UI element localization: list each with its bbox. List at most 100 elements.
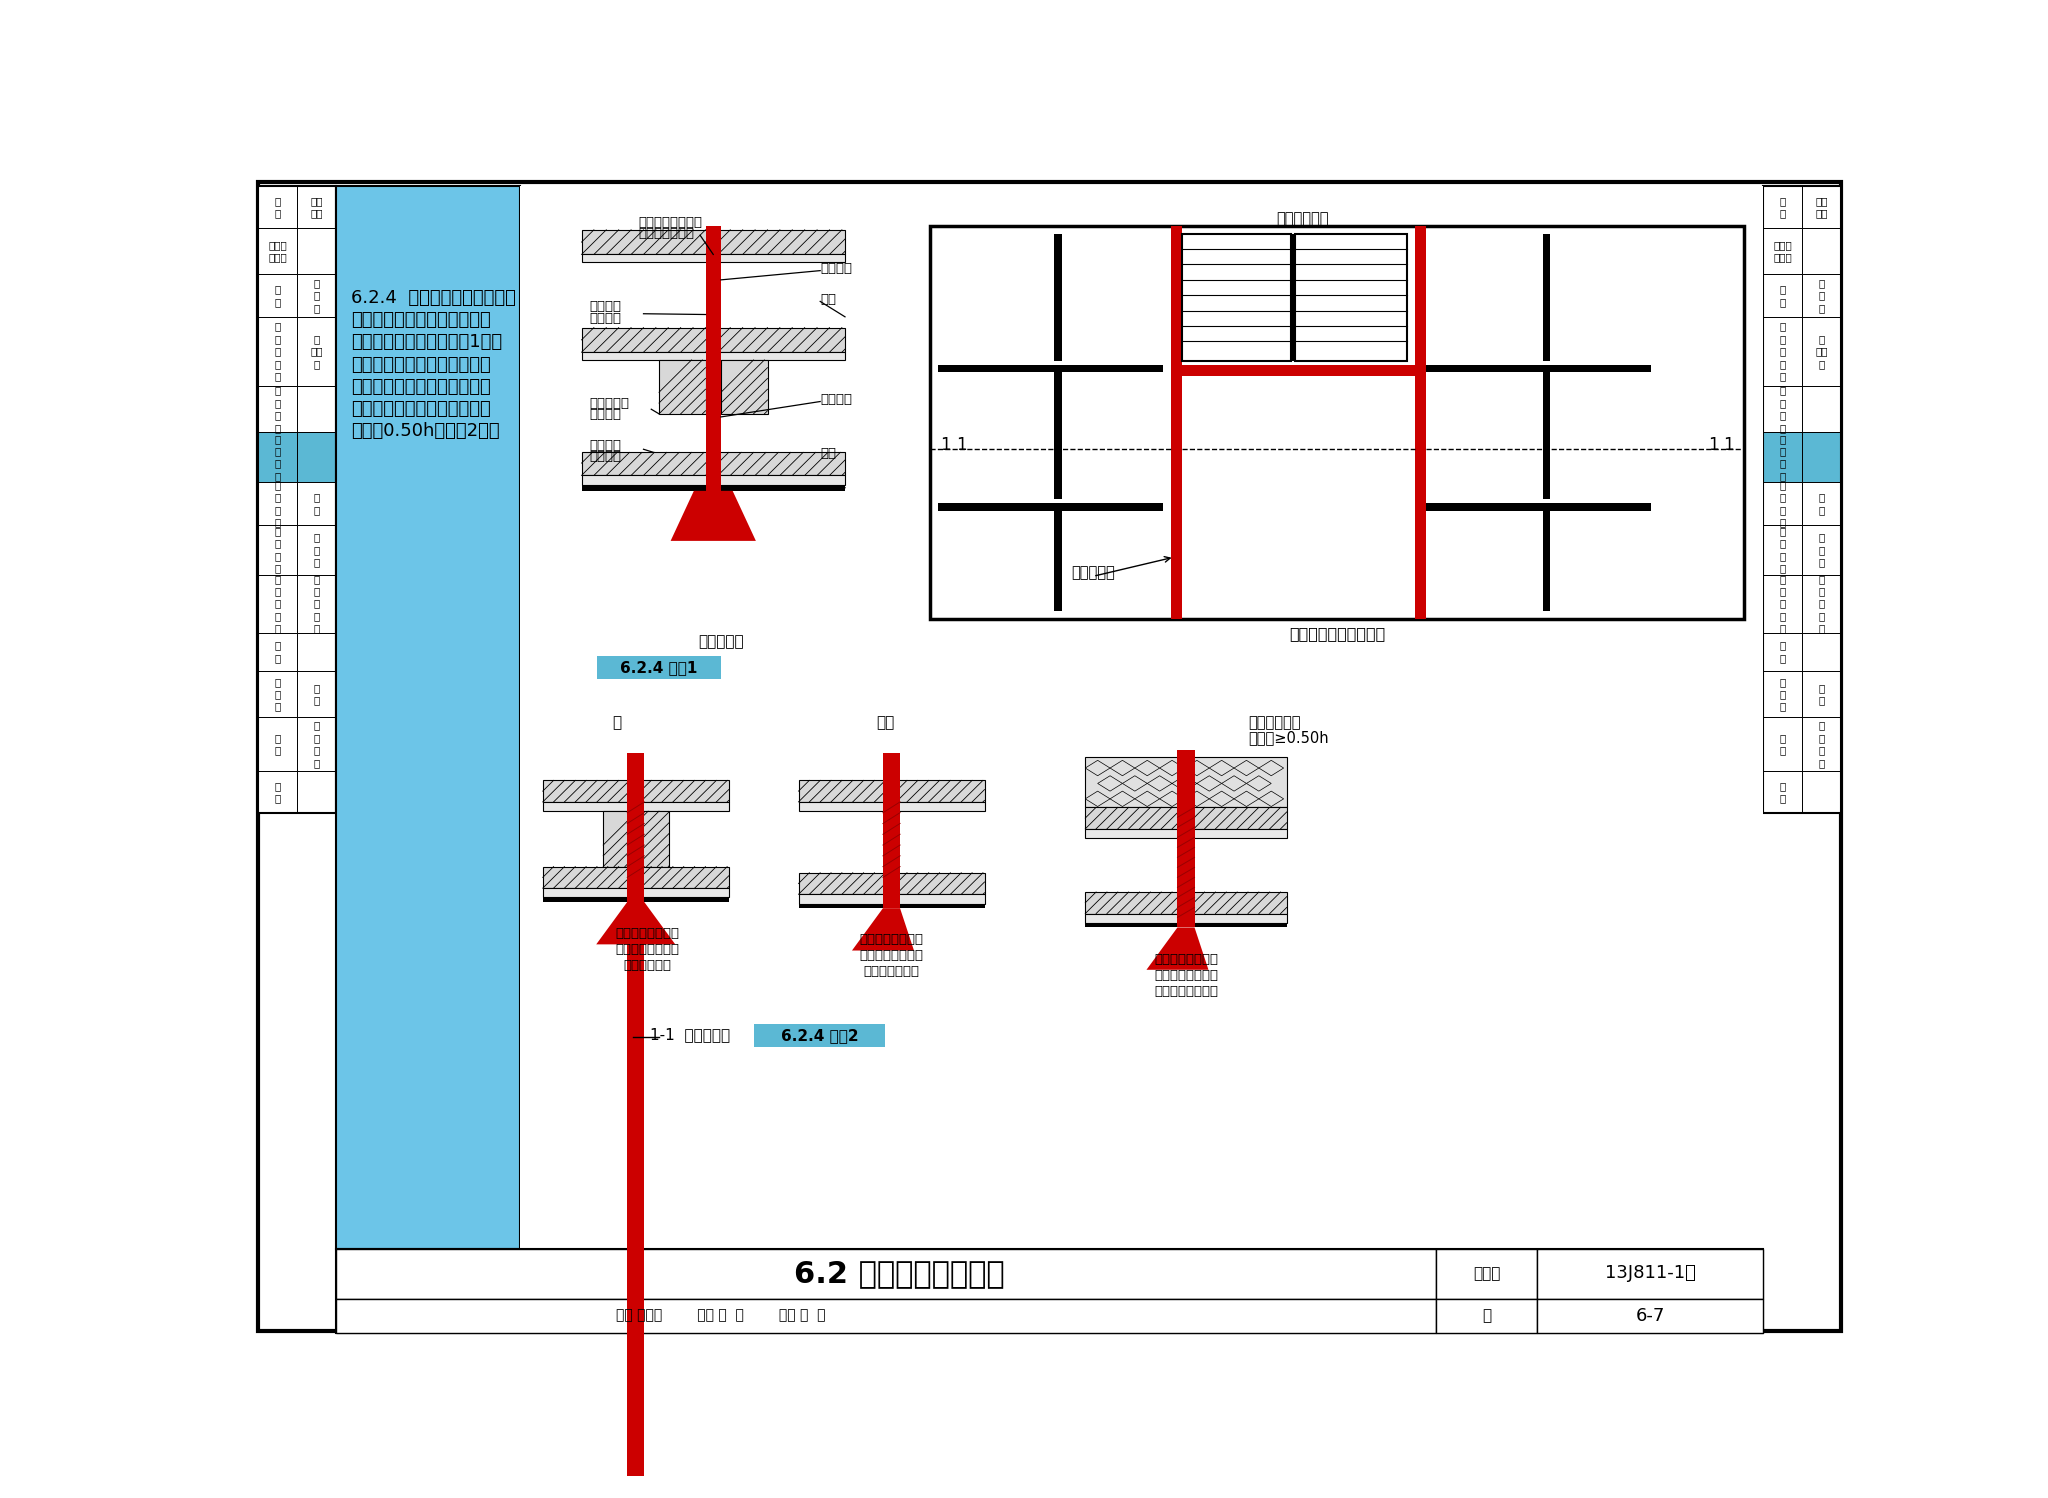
Text: 屋面板的耐火: 屋面板的耐火 bbox=[1247, 715, 1300, 730]
Bar bbox=[883, 753, 899, 908]
Text: 防火隔墙: 防火隔墙 bbox=[819, 262, 852, 274]
Bar bbox=[582, 255, 846, 262]
Bar bbox=[543, 780, 729, 801]
Text: 建
筑
构
造: 建 筑 构 造 bbox=[274, 434, 281, 481]
Bar bbox=[1802, 671, 1841, 718]
Text: 总术符
则语号: 总术符 则语号 bbox=[1774, 240, 1792, 262]
Bar bbox=[1802, 771, 1841, 813]
Text: 供
暖
、
通
风: 供 暖 、 通 风 bbox=[1780, 574, 1786, 634]
Bar bbox=[1763, 386, 1802, 433]
Text: 6-7: 6-7 bbox=[1636, 1306, 1665, 1324]
Text: 建
筑: 建 筑 bbox=[1819, 683, 1825, 706]
Text: 厂
房: 厂 房 bbox=[274, 285, 281, 307]
Bar bbox=[1763, 274, 1802, 316]
Text: 设
施: 设 施 bbox=[313, 493, 319, 515]
Bar bbox=[705, 327, 721, 360]
Text: 板限应≥0.50h: 板限应≥0.50h bbox=[1247, 731, 1329, 746]
Text: 城
市: 城 市 bbox=[274, 733, 281, 755]
Text: 住宅分户墙: 住宅分户墙 bbox=[1071, 565, 1114, 580]
Bar bbox=[1436, 1248, 1538, 1299]
Bar bbox=[1055, 373, 1063, 499]
Text: 灭
火
救
援: 灭 火 救 援 bbox=[274, 479, 281, 527]
Bar bbox=[543, 888, 729, 897]
Text: 消
防
设
施: 消 防 设 施 bbox=[274, 526, 281, 574]
Text: 厂
房: 厂 房 bbox=[1780, 285, 1786, 307]
Text: 应从楼面: 应从楼面 bbox=[590, 300, 621, 313]
Polygon shape bbox=[596, 902, 676, 944]
Bar bbox=[721, 360, 768, 413]
Bar bbox=[1286, 234, 1294, 361]
Text: 和
仓
库: 和 仓 库 bbox=[313, 279, 319, 313]
Bar bbox=[297, 718, 336, 771]
Bar bbox=[1085, 758, 1286, 807]
Bar bbox=[336, 1248, 1763, 1333]
Bar bbox=[520, 186, 1763, 1248]
Bar bbox=[1182, 364, 1415, 373]
Text: 甲
乙
丙
建
筑: 甲 乙 丙 建 筑 bbox=[274, 322, 281, 382]
Text: 地面: 地面 bbox=[819, 446, 836, 460]
Bar bbox=[799, 894, 985, 903]
Bar bbox=[598, 656, 721, 679]
Bar bbox=[543, 867, 729, 888]
Text: 住宅分户墙和单元
之间的墙应隔断至
屋面板的底面基层: 住宅分户墙和单元 之间的墙应隔断至 屋面板的底面基层 bbox=[1153, 953, 1219, 998]
Text: 附
录: 附 录 bbox=[274, 780, 281, 803]
Bar bbox=[799, 903, 985, 908]
Text: 目
录: 目 录 bbox=[1780, 196, 1786, 219]
Bar bbox=[258, 575, 297, 632]
Text: 住宅分户墙和单元
之间的墙应隔断至
梁的底面基层: 住宅分户墙和单元 之间的墙应隔断至 梁的底面基层 bbox=[614, 927, 680, 972]
Text: 和
储罐
区: 和 储罐 区 bbox=[309, 334, 324, 369]
Bar bbox=[1763, 316, 1802, 386]
Text: 基层砌筑: 基层砌筑 bbox=[590, 312, 621, 325]
Text: 和
空
气
调
节: 和 空 气 调 节 bbox=[313, 574, 319, 634]
Bar bbox=[297, 274, 336, 316]
Text: 1: 1 bbox=[940, 436, 950, 454]
Text: 编制
说明: 编制 说明 bbox=[1815, 196, 1827, 219]
Text: 面板）底面基层: 面板）底面基层 bbox=[639, 228, 694, 240]
Bar bbox=[1182, 364, 1415, 376]
Bar bbox=[1085, 914, 1286, 923]
Text: 住宅分户墙和单元
之间的墙应隔断至
楼板的底面基层: 住宅分户墙和单元 之间的墙应隔断至 楼板的底面基层 bbox=[860, 933, 924, 978]
Bar bbox=[1802, 386, 1841, 433]
Bar bbox=[582, 352, 846, 360]
Bar bbox=[1802, 482, 1841, 524]
Text: 1: 1 bbox=[956, 436, 967, 454]
Bar bbox=[1171, 226, 1182, 619]
Bar bbox=[258, 186, 336, 813]
Bar bbox=[582, 452, 846, 475]
Bar bbox=[1055, 511, 1063, 611]
Bar bbox=[1542, 373, 1550, 499]
Bar bbox=[1802, 274, 1841, 316]
Bar bbox=[754, 1023, 885, 1047]
Text: 建
筑
构
造: 建 筑 构 造 bbox=[1780, 434, 1786, 481]
Bar bbox=[1085, 828, 1286, 837]
Bar bbox=[258, 482, 297, 524]
Bar bbox=[1436, 1299, 1538, 1333]
Text: 电
气: 电 气 bbox=[274, 641, 281, 664]
Bar bbox=[1763, 718, 1802, 771]
Text: 楼板: 楼板 bbox=[877, 715, 895, 730]
Text: 剖面示意图: 剖面示意图 bbox=[698, 634, 743, 649]
Bar bbox=[297, 186, 336, 228]
Bar bbox=[705, 262, 721, 328]
Bar bbox=[1542, 511, 1550, 611]
Bar bbox=[1763, 632, 1802, 671]
Text: 审核 蔡昭昀        校对 林  菌        设计 曹  奕: 审核 蔡昭昀 校对 林 菌 设计 曹 奕 bbox=[616, 1309, 825, 1323]
Bar bbox=[1538, 1248, 1763, 1299]
Bar bbox=[258, 433, 297, 482]
Bar bbox=[297, 482, 336, 524]
Bar bbox=[1763, 671, 1802, 718]
Text: 隔断应至梁: 隔断应至梁 bbox=[590, 397, 629, 409]
Text: 设
施: 设 施 bbox=[1819, 493, 1825, 515]
Bar bbox=[799, 780, 985, 801]
Bar bbox=[705, 226, 721, 262]
Bar bbox=[1178, 749, 1194, 927]
Bar bbox=[1763, 771, 1802, 813]
Bar bbox=[297, 433, 336, 482]
Text: 编制
说明: 编制 说明 bbox=[309, 196, 324, 219]
Bar bbox=[258, 228, 297, 274]
Bar bbox=[705, 451, 721, 491]
Text: 民
用
建
筑: 民 用 建 筑 bbox=[274, 385, 281, 433]
Bar bbox=[1055, 234, 1063, 361]
Bar bbox=[297, 771, 336, 813]
Text: 梁: 梁 bbox=[612, 715, 623, 730]
